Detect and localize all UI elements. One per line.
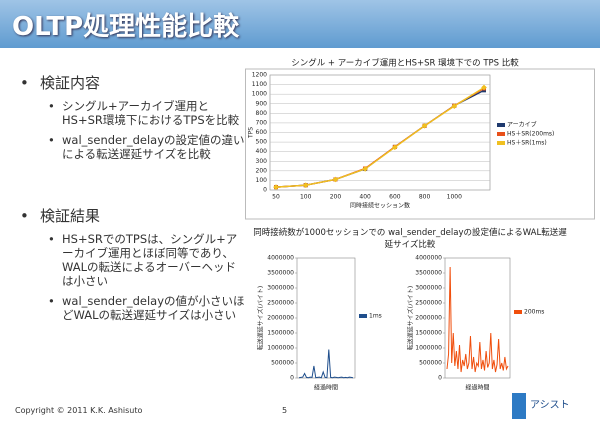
legend-swatch <box>497 123 505 127</box>
legend-label: 200ms <box>524 309 544 316</box>
y-tick-label: 1000000 <box>415 345 442 352</box>
y-tick-label: 900 <box>256 100 268 107</box>
series-line <box>275 86 485 188</box>
bullet: HS+SRでのTPSは、シングル+アーカイブ運用とほぼ同等であり、WALの転送に… <box>48 232 245 288</box>
marker <box>362 166 368 172</box>
legend-label: 1ms <box>369 313 382 320</box>
y-tick-label: 0 <box>263 187 267 194</box>
section: 検証内容 シングル+アーカイブ運用とHS+SR環境下におけるTPSを比較 wal… <box>20 72 245 167</box>
section-heading: 検証結果 <box>20 205 245 226</box>
y-tick-label: 700 <box>256 119 268 126</box>
chart: 0 500000 1000000 1500000 2000000 2500000 30000… <box>407 255 545 392</box>
y-tick-label: 500000 <box>271 360 294 367</box>
x-axis-label: 経過時間 <box>465 384 489 392</box>
x-tick-label: 400 <box>359 194 371 201</box>
y-tick-label: 2000000 <box>415 315 442 322</box>
y-tick-label: 0 <box>290 375 294 382</box>
y-tick-label: 400 <box>256 148 268 155</box>
x-tick-label: 100 <box>300 194 312 201</box>
y-tick-label: 200 <box>256 167 268 174</box>
chart: 0 500000 1000000 1500000 2000000 2500000 30000… <box>257 255 382 392</box>
y-tick-label: 600 <box>256 129 268 136</box>
series-line <box>446 266 509 373</box>
legend-swatch <box>497 132 505 136</box>
marker <box>421 122 428 129</box>
y-tick-label: 3000000 <box>267 285 294 292</box>
y-tick-label: 500 <box>256 139 268 146</box>
title-banner <box>0 0 600 48</box>
y-tick-label: 1100 <box>252 81 267 88</box>
section: 検証結果 HS+SRでのTPSは、シングル+アーカイブ運用とほぼ同等であり、WA… <box>20 205 245 328</box>
y-tick-label: 3000000 <box>415 285 442 292</box>
x-tick-label: 600 <box>389 194 401 201</box>
y-tick-label: 1000 <box>252 91 267 98</box>
y-tick-label: 1200 <box>252 72 267 79</box>
section-heading: 検証内容 <box>20 72 245 93</box>
marker <box>451 103 458 109</box>
legend-swatch <box>514 310 522 314</box>
marker <box>332 176 339 183</box>
x-tick-label: 800 <box>419 194 431 201</box>
legend-label: HS＋SR(1ms) <box>507 140 547 147</box>
y-tick-label: 1500000 <box>415 330 442 337</box>
y-tick-label: 4000000 <box>267 255 294 262</box>
legend-label: アーカイブ <box>507 121 537 129</box>
y-tick-label: 100 <box>256 177 268 184</box>
y-tick-label: 0 <box>438 375 442 382</box>
x-tick-label: 50 <box>272 194 280 201</box>
x-tick-label: 200 <box>330 194 342 201</box>
y-tick-label: 1500000 <box>267 330 294 337</box>
plot-area <box>296 257 356 379</box>
page-number: 5 <box>282 406 288 415</box>
y-tick-label: 300 <box>256 158 268 165</box>
bullet: wal_sender_delayの設定値の違いによる転送遅延サイズを比較 <box>48 133 245 161</box>
y-tick-label: 4000000 <box>415 255 442 262</box>
y-axis-label: 転送遅延サイズ(バイト) <box>257 286 265 351</box>
legend-label: HS＋SR(200ms) <box>507 131 554 138</box>
logo: アシスト <box>512 393 584 419</box>
copyright: Copyright © 2011 K.K. Ashisuto <box>15 406 143 415</box>
y-tick-label: 2500000 <box>415 300 442 307</box>
y-tick-label: 1000000 <box>267 345 294 352</box>
marker <box>392 144 398 151</box>
y-tick-label: 3500000 <box>415 270 442 277</box>
slide-title: OLTP処理性能比較 <box>12 12 240 42</box>
bullet: wal_sender_delayの値が小さいほどWALの転送遅延サイズは小さい <box>48 294 245 322</box>
y-axis-label: 転送遅延サイズ(バイト) <box>407 286 415 351</box>
series-line <box>298 349 354 379</box>
y-axis-label: TPS <box>248 127 255 139</box>
y-tick-label: 500000 <box>419 360 442 367</box>
bullet: シングル+アーカイブ運用とHS+SR環境下におけるTPSを比較 <box>48 99 245 127</box>
chart-group-title: 同時接続数が1000セッションでの wal_sender_delayの設定値によ… <box>253 228 567 250</box>
legend-swatch <box>497 141 505 145</box>
x-axis-label: 経過時間 <box>314 384 338 392</box>
legend-swatch <box>359 314 367 318</box>
y-tick-label: 2000000 <box>267 315 294 322</box>
x-axis-label: 同時接続セッション数 <box>350 202 410 210</box>
chart-frame <box>245 68 595 220</box>
y-tick-label: 3500000 <box>267 270 294 277</box>
y-tick-label: 800 <box>256 110 268 117</box>
chart-title: シングル + アーカイブ運用とHS+SR 環境下での TPS 比較 <box>291 58 519 69</box>
x-tick-label: 1000 <box>447 194 462 201</box>
chart: シングル + アーカイブ運用とHS+SR 環境下での TPS 比較 0 100 200… <box>245 58 595 220</box>
y-tick-label: 2500000 <box>267 300 294 307</box>
